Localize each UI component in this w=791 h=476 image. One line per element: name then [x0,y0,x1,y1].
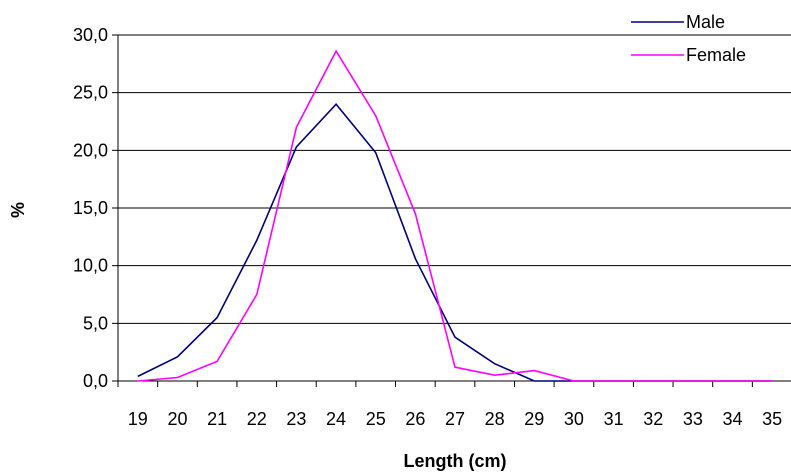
x-tick-label: 34 [723,409,743,429]
gridlines [118,34,791,324]
x-tick-label: 33 [683,409,703,429]
x-tick-label: 21 [207,409,227,429]
x-tick-label: 32 [643,409,663,429]
x-tick-label: 23 [286,409,306,429]
y-tick-label: 10,0 [73,256,108,276]
tick-labels: 0,0 5,0 10,0 15,0 20,0 25,0 30,0 19 20 21 22 23 24 25… [73,25,782,429]
legend-label-male: Male [686,12,725,32]
axes [112,34,791,387]
y-axis-title: % [8,202,28,218]
y-tick-label: 25,0 [73,83,108,103]
x-axis-title: Length (cm) [404,451,507,471]
series-line-male [137,102,773,382]
x-tick-label: 26 [405,409,425,429]
y-tick-label: 5,0 [83,313,108,333]
series-line-female [137,49,773,382]
legend: Male Female [631,12,746,65]
x-tick-label: 28 [485,409,505,429]
x-tick-label: 27 [445,409,465,429]
y-tick-label: 30,0 [73,25,108,45]
series-lines [137,49,773,382]
x-tick-label: 24 [326,409,346,429]
x-tick-label: 31 [604,409,624,429]
x-tick-label: 30 [564,409,584,429]
x-tick-label: 22 [247,409,267,429]
x-tick-label: 29 [524,409,544,429]
x-tick-label: 25 [366,409,386,429]
y-tick-label: 20,0 [73,140,108,160]
y-tick-label: 15,0 [73,198,108,218]
x-tick-label: 35 [762,409,782,429]
x-tick-label: 20 [167,409,187,429]
y-tick-label: 0,0 [83,371,108,391]
legend-label-female: Female [686,45,746,65]
x-tick-label: 19 [128,409,148,429]
